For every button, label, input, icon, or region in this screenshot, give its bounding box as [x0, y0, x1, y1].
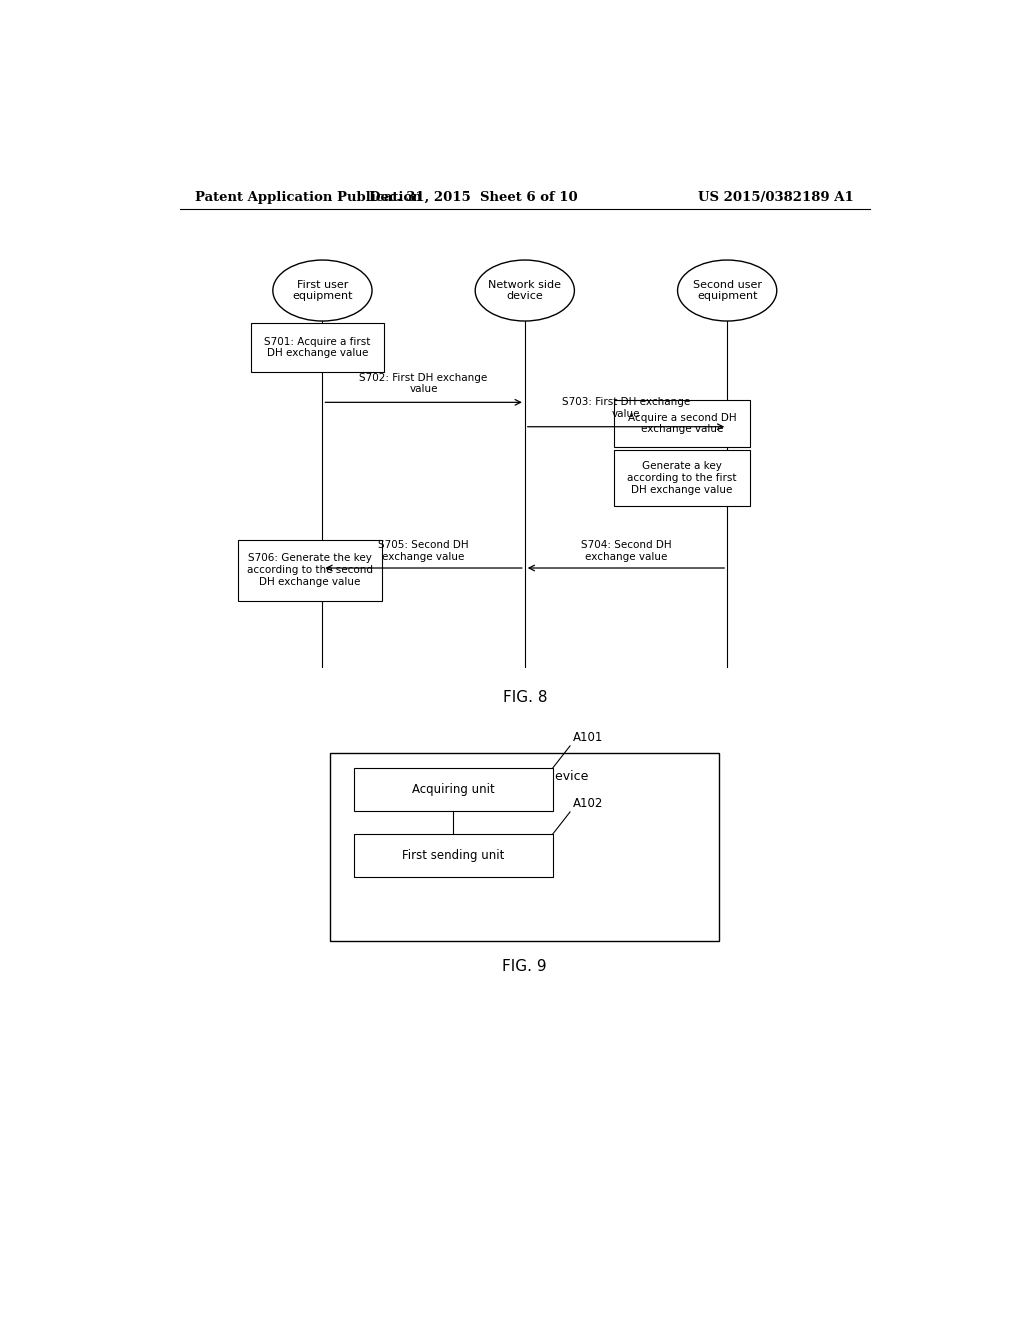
Bar: [613, 450, 751, 506]
Text: S702: First DH exchange
value: S702: First DH exchange value: [359, 372, 487, 395]
Bar: [251, 323, 384, 372]
Text: Network side device: Network side device: [461, 770, 589, 783]
Text: Second user
equipment: Second user equipment: [692, 280, 762, 301]
Ellipse shape: [272, 260, 372, 321]
Text: S705: Second DH
exchange value: S705: Second DH exchange value: [378, 540, 469, 562]
Text: Acquire a second DH
exchange value: Acquire a second DH exchange value: [628, 413, 736, 434]
Text: S703: First DH exchange
value: S703: First DH exchange value: [562, 397, 690, 418]
Text: Network side
device: Network side device: [488, 280, 561, 301]
Text: Dec. 31, 2015  Sheet 6 of 10: Dec. 31, 2015 Sheet 6 of 10: [369, 190, 578, 203]
Text: S701: Acquire a first
DH exchange value: S701: Acquire a first DH exchange value: [264, 337, 371, 358]
Text: FIG. 9: FIG. 9: [503, 958, 547, 974]
Text: Acquiring unit: Acquiring unit: [412, 783, 495, 796]
Text: A102: A102: [572, 797, 603, 810]
Ellipse shape: [475, 260, 574, 321]
Bar: [354, 834, 553, 876]
Bar: [331, 752, 719, 941]
Text: S706: Generate the key
according to the second
DH exchange value: S706: Generate the key according to the …: [247, 553, 373, 586]
Bar: [238, 540, 382, 601]
Bar: [613, 400, 751, 447]
Text: US 2015/0382189 A1: US 2015/0382189 A1: [698, 190, 854, 203]
Text: Patent Application Publication: Patent Application Publication: [196, 190, 422, 203]
Text: Generate a key
according to the first
DH exchange value: Generate a key according to the first DH…: [627, 462, 736, 495]
Text: FIG. 8: FIG. 8: [503, 689, 547, 705]
Text: First sending unit: First sending unit: [402, 849, 505, 862]
Ellipse shape: [678, 260, 777, 321]
Text: A101: A101: [572, 731, 603, 744]
Bar: [354, 768, 553, 810]
Text: S704: Second DH
exchange value: S704: Second DH exchange value: [581, 540, 672, 562]
Text: First user
equipment: First user equipment: [292, 280, 352, 301]
